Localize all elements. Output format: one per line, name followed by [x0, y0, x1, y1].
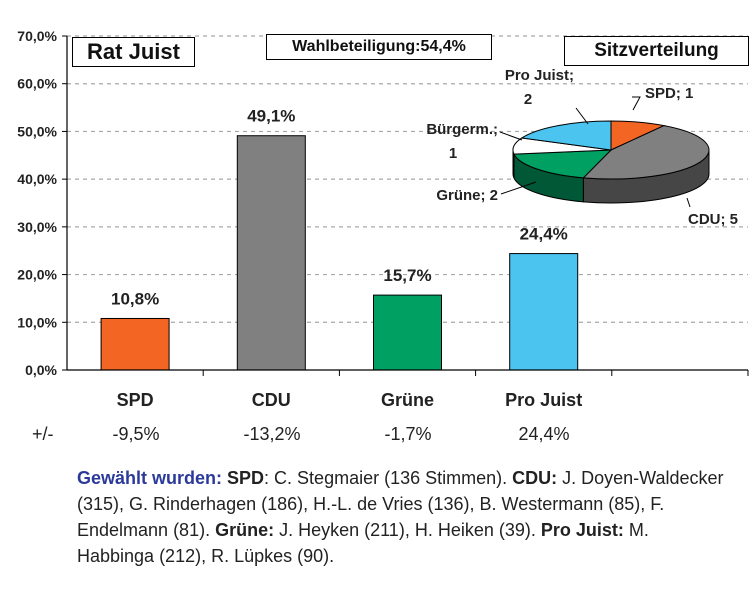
change-spd: -9,5%	[112, 424, 160, 444]
elected-lead: Gewählt wurden	[77, 468, 217, 488]
bar-value-label: 49,1%	[247, 107, 295, 126]
pie-slice-label-value: 1	[449, 145, 457, 162]
x-category-label: SPD	[117, 390, 154, 410]
elected-colon: :	[216, 468, 228, 488]
change-label: +/-	[32, 424, 54, 444]
change-cdu: -13,2%	[243, 424, 301, 444]
y-tick-label: 10,0%	[17, 314, 57, 330]
x-category-label: CDU	[252, 390, 291, 410]
bar-value-label: 24,4%	[520, 225, 568, 244]
bar-series: 10,8% 49,1% 15,7% 24,4%	[100, 107, 579, 371]
pie-slice-label: CDU; 5	[688, 211, 738, 228]
elected-gruene-text: J. Heyken (211), H. Heiken (39).	[274, 520, 541, 540]
pie-leader-line	[575, 107, 589, 125]
turnout-label: Wahlbeteiligung:54,4%	[266, 34, 492, 60]
change-gruene: -1,7%	[384, 424, 432, 444]
seat-distribution-pie: SPD; 1 CDU; 5 Grüne; 2 Bürgerm.; 1 Pro Juist;…	[426, 67, 738, 228]
elected-cdu-label: CDU:	[512, 468, 558, 488]
pie-slice-label: Bürgerm.;	[426, 121, 498, 138]
bar	[236, 135, 306, 371]
bar-value-label: 10,8%	[111, 289, 159, 308]
bar	[100, 317, 170, 371]
y-tick-label: 70,0%	[17, 28, 57, 44]
x-category-label: Grüne	[381, 390, 434, 410]
elected-members-text: Gewählt wurden: SPD: C. Stegmaier (136 S…	[77, 465, 727, 569]
elected-spd-text: : C. Stegmaier (136 Stimmen).	[264, 468, 513, 488]
elected-cdu-text: J. Doyen-Waldecker (315), G. Rinderhagen…	[77, 468, 724, 540]
elected-projuist-text: M. Habbinga (212), R. Lüpkes (90).	[77, 520, 649, 566]
change-row: +/- -9,5% -13,2% -1,7% 24,4%	[0, 424, 756, 448]
pie-leader-line	[499, 131, 523, 141]
y-tick-label: 50,0%	[17, 123, 57, 139]
change-pro-juist: 24,4%	[518, 424, 570, 444]
pie-slice-label: SPD; 1	[645, 85, 693, 102]
bar-value-label: 15,7%	[383, 266, 431, 285]
chart-title: Rat Juist	[72, 37, 195, 67]
bar	[509, 253, 579, 371]
y-tick-label: 0,0%	[25, 362, 57, 378]
seats-title: Sitzverteilung	[564, 36, 749, 66]
y-tick-label: 30,0%	[17, 219, 57, 235]
x-axis-labels: SPD CDU Grüne Pro Juist	[117, 390, 583, 410]
pie-slice-label-value: 2	[524, 91, 532, 108]
pie-slice-label: Pro Juist;	[505, 67, 574, 84]
x-category-label: Pro Juist	[505, 390, 582, 410]
elected-projuist-label: Pro Juist:	[540, 520, 624, 540]
y-axis-ticks: 0,0% 10,0% 20,0% 30,0% 40,0% 50,0% 60,0% 70,0%	[17, 28, 67, 378]
elected-spd-label: SPD	[227, 468, 265, 488]
pie-leader-line	[686, 197, 691, 208]
y-tick-label: 60,0%	[17, 76, 57, 92]
pie-slice	[582, 125, 710, 180]
pie-slice-label: Grüne; 2	[436, 187, 498, 204]
bar	[373, 294, 442, 371]
axes	[66, 36, 749, 376]
pie-leader-line	[632, 96, 641, 111]
y-tick-label: 40,0%	[17, 171, 57, 187]
election-chart: 0,0%10,0%20,0%30,0%40,0%50,0%60,0%70,0% …	[17, 28, 749, 410]
pie-leader-line	[500, 181, 537, 195]
pie-slice	[520, 120, 612, 151]
y-tick-label: 20,0%	[17, 267, 57, 283]
elected-gruene-label: Grüne:	[215, 520, 275, 540]
pie-slice	[513, 149, 613, 179]
grid-lines	[67, 35, 748, 323]
